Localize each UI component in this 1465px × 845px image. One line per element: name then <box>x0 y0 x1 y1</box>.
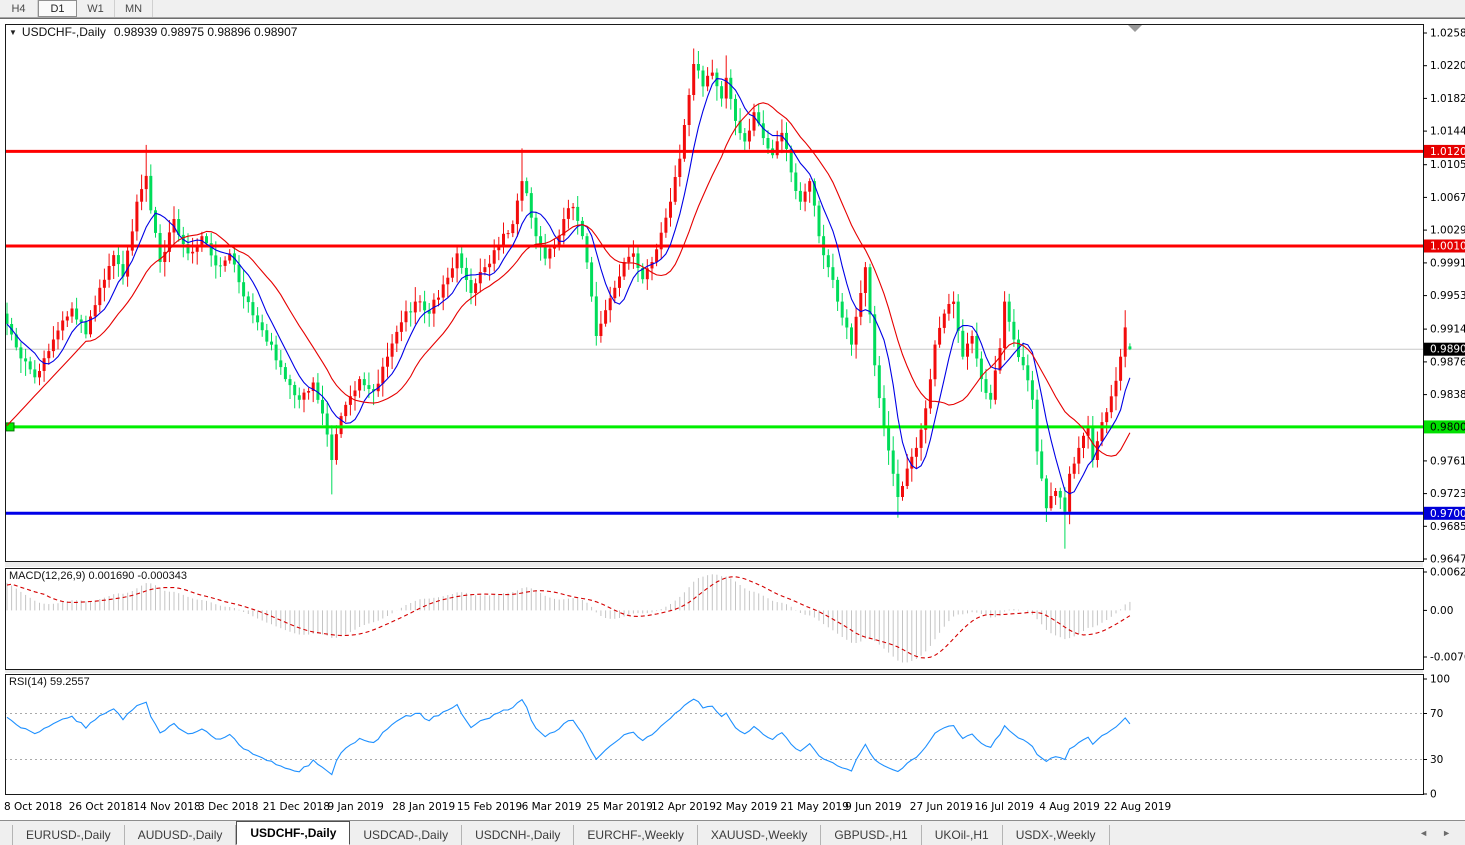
tab-scroll-left-icon[interactable]: ◄ <box>1419 828 1429 838</box>
svg-text:27 Jun 2019: 27 Jun 2019 <box>910 801 973 813</box>
svg-text:25 Mar 2019: 25 Mar 2019 <box>586 801 653 813</box>
current-price-badge <box>1424 342 1465 356</box>
symbol-label: USDCHF-,Daily <box>21 25 106 39</box>
svg-text:0.98907: 0.98907 <box>1430 344 1465 356</box>
svg-text:0.006286: 0.006286 <box>1430 567 1465 579</box>
macd-pane[interactable] <box>6 574 1131 663</box>
chart-tab-gbpusd-h1[interactable]: GBPUSD-,H1 <box>821 825 922 845</box>
svg-text:6 Mar 2019: 6 Mar 2019 <box>522 801 582 813</box>
svg-text:9 Jun 2019: 9 Jun 2019 <box>845 801 901 813</box>
svg-text:3 Dec 2018: 3 Dec 2018 <box>198 801 258 813</box>
chart-tab-bar: EURUSD-,Daily AUDUSD-,Daily USDCHF-,Daily U… <box>0 820 1465 845</box>
svg-text:12 Apr 2019: 12 Apr 2019 <box>651 801 716 813</box>
macd-signal-line <box>6 576 1131 659</box>
svg-text:4 Aug 2019: 4 Aug 2019 <box>1039 801 1100 813</box>
macd-indicator-label: MACD(12,26,9) 0.001690 -0.000343 <box>9 570 187 582</box>
chart-background <box>0 19 1465 821</box>
svg-text:1.00670: 1.00670 <box>1430 192 1465 204</box>
svg-text:21 May 2019: 21 May 2019 <box>780 801 848 813</box>
svg-text:1.02200: 1.02200 <box>1430 60 1465 72</box>
chart-tab-xauusd-weekly[interactable]: XAUUSD-,Weekly <box>697 825 822 845</box>
main-pane-border <box>5 24 1424 562</box>
svg-text:9 Jan 2019: 9 Jan 2019 <box>328 801 384 813</box>
chart-tab-audusd-daily[interactable]: AUDUSD-,Daily <box>124 825 237 845</box>
rsi-pane[interactable] <box>5 698 1423 776</box>
chart-tab-eurchf-weekly[interactable]: EURCHF-,Weekly <box>574 825 698 845</box>
svg-text:0.97001: 0.97001 <box>1430 508 1465 520</box>
rsi-pane-border <box>5 674 1424 795</box>
svg-text:0.96470: 0.96470 <box>1430 554 1465 566</box>
fast-ma-line <box>6 78 1131 495</box>
hline-drag-handle[interactable] <box>5 422 15 432</box>
svg-text:26 Oct 2018: 26 Oct 2018 <box>69 801 134 813</box>
svg-text:1.01440: 1.01440 <box>1430 126 1465 138</box>
timeframe-button-mn[interactable]: MN <box>115 0 153 17</box>
svg-text:1.01205: 1.01205 <box>1430 146 1465 158</box>
svg-text:1.01050: 1.01050 <box>1430 159 1465 171</box>
svg-text:0.98004: 0.98004 <box>1430 421 1465 433</box>
svg-text:-0.00762: -0.00762 <box>1430 652 1465 664</box>
svg-text:0.00: 0.00 <box>1430 605 1453 617</box>
timeframe-button-h4[interactable]: H4 <box>0 0 38 17</box>
rsi-indicator-label: RSI(14) 59.2557 <box>9 676 90 688</box>
svg-text:28 Jan 2019: 28 Jan 2019 <box>392 801 455 813</box>
pane-splitter[interactable] <box>5 562 1423 567</box>
chart-tab-usdcad-daily[interactable]: USDCAD-,Daily <box>350 825 463 845</box>
tab-scroll-right-icon[interactable]: ► <box>1442 828 1451 838</box>
candlestick-series <box>5 48 1132 549</box>
svg-text:15 Feb 2019: 15 Feb 2019 <box>457 801 522 813</box>
axis-badge-0.97001 <box>1424 506 1465 520</box>
chart-title: ▼ USDCHF-,Daily 0.98939 0.98975 0.98896 0.… <box>9 25 297 39</box>
svg-text:2 May 2019: 2 May 2019 <box>716 801 778 813</box>
timeframe-button-d1[interactable]: D1 <box>38 0 77 17</box>
svg-text:100: 100 <box>1430 674 1450 686</box>
svg-text:0: 0 <box>1430 789 1437 801</box>
rsi-line <box>6 698 1131 776</box>
ohlc-values: 0.98939 0.98975 0.98896 0.98907 <box>113 25 298 39</box>
svg-text:30: 30 <box>1430 754 1443 766</box>
tab-scroll-arrows: ◄ ► <box>1419 828 1451 838</box>
chart-tab-ukoil-h1[interactable]: UKOil-,H1 <box>921 825 1003 845</box>
svg-text:21 Dec 2018: 21 Dec 2018 <box>263 801 330 813</box>
chart-tab-usdx-weekly[interactable]: USDX-,Weekly <box>1002 825 1110 845</box>
scroll-to-end-icon <box>1128 25 1142 32</box>
svg-text:8 Oct 2018: 8 Oct 2018 <box>4 801 62 813</box>
svg-text:1.02580: 1.02580 <box>1430 28 1465 40</box>
axis-badge-1.00106 <box>1424 239 1465 253</box>
axis-badge-1.01205 <box>1424 144 1465 158</box>
svg-text:1.00106: 1.00106 <box>1430 241 1465 253</box>
chart-tab-usdcnh-daily[interactable]: USDCNH-,Daily <box>462 825 575 845</box>
svg-text:14 Nov 2018: 14 Nov 2018 <box>133 801 200 813</box>
price-chart-canvas[interactable]: 1.02580 1.02200 1.01820 1.01440 1.01050 1.006… <box>0 19 1465 821</box>
price-axis[interactable]: 1.02580 1.02200 1.01820 1.01440 1.01050 1.006… <box>1423 28 1465 801</box>
macd-pane-border <box>5 568 1424 670</box>
chart-tab-eurusd-daily[interactable]: EURUSD-,Daily <box>12 825 125 845</box>
symbol-dropdown-icon[interactable]: ▼ <box>9 28 17 37</box>
svg-text:22 Aug 2019: 22 Aug 2019 <box>1104 801 1171 813</box>
svg-text:1.01820: 1.01820 <box>1430 93 1465 105</box>
timeframe-button-w1[interactable]: W1 <box>77 0 115 17</box>
chart-tab-usdchf-daily[interactable]: USDCHF-,Daily <box>236 821 351 845</box>
svg-text:16 Jul 2019: 16 Jul 2019 <box>975 801 1034 813</box>
pane-splitter[interactable] <box>5 670 1423 673</box>
chart-window: 1.02580 1.02200 1.01820 1.01440 1.01050 1.006… <box>0 18 1465 821</box>
timeframe-toolbar: H4 D1 W1 MN <box>0 0 1465 18</box>
axis-badge-0.98004 <box>1424 420 1465 434</box>
slow-ma-line <box>6 102 1131 457</box>
svg-text:70: 70 <box>1430 708 1443 720</box>
